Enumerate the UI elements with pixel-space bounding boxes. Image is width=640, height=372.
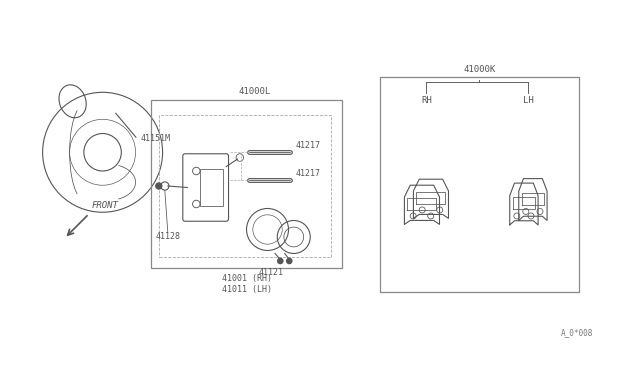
Text: 41217: 41217 bbox=[295, 141, 320, 150]
Bar bbox=[380, 77, 579, 292]
Text: 41000K: 41000K bbox=[463, 65, 495, 74]
Text: 41121: 41121 bbox=[259, 269, 284, 278]
Text: FRONT: FRONT bbox=[92, 201, 118, 210]
Text: 41217: 41217 bbox=[295, 169, 320, 178]
Text: A_0*008: A_0*008 bbox=[561, 328, 594, 337]
Bar bbox=[200, 169, 223, 206]
Circle shape bbox=[287, 258, 292, 264]
Circle shape bbox=[156, 183, 162, 189]
Bar bbox=[151, 100, 342, 269]
Text: 41000L: 41000L bbox=[238, 87, 271, 96]
Text: LH: LH bbox=[523, 96, 534, 105]
Text: 41001 (RH): 41001 (RH) bbox=[222, 275, 272, 283]
Text: 41151M: 41151M bbox=[140, 134, 170, 142]
Bar bbox=[159, 115, 332, 257]
Text: 41011 (LH): 41011 (LH) bbox=[222, 285, 272, 294]
Circle shape bbox=[278, 258, 283, 264]
Text: RH: RH bbox=[421, 96, 432, 105]
Text: 41128: 41128 bbox=[156, 232, 180, 241]
